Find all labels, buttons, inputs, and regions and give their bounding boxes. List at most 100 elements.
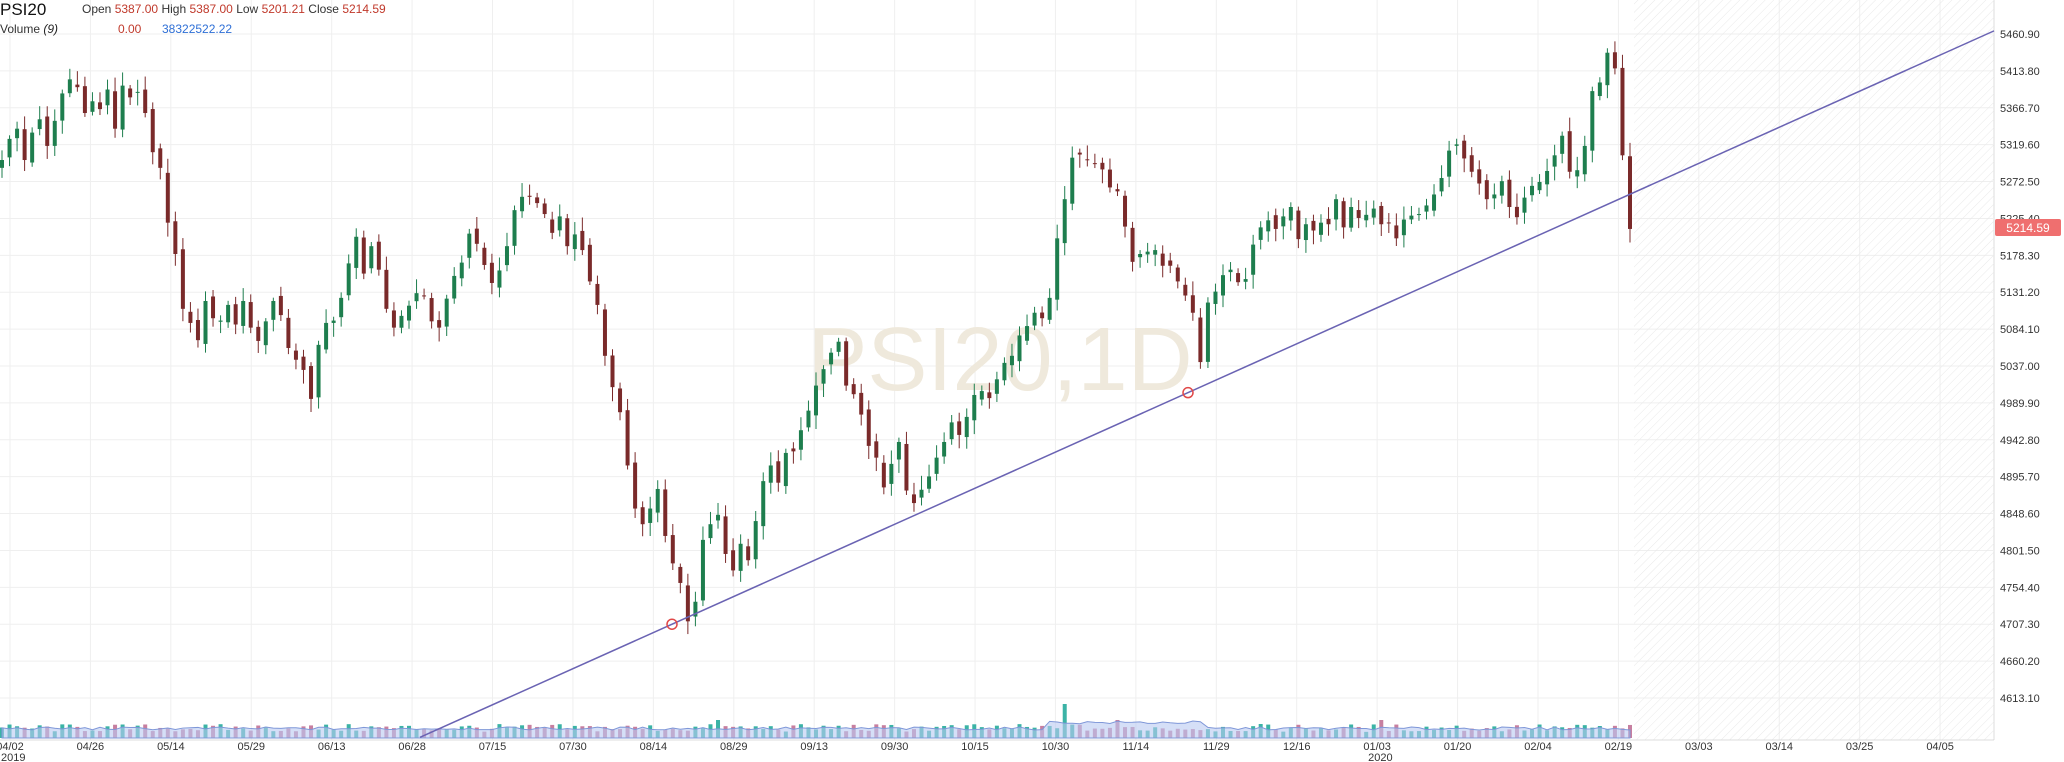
candle-body bbox=[791, 448, 796, 452]
candle-body bbox=[512, 210, 517, 246]
candle-body bbox=[1077, 152, 1082, 155]
candle-body bbox=[1190, 295, 1195, 313]
x-tick-label: 01/20 bbox=[1444, 741, 1472, 753]
candle-body bbox=[97, 102, 102, 110]
candle-body bbox=[610, 355, 615, 388]
candle-body bbox=[1545, 170, 1550, 185]
candle-body bbox=[1334, 199, 1339, 220]
candle-body bbox=[248, 302, 253, 328]
candle-body bbox=[504, 246, 509, 266]
candle-body bbox=[535, 197, 540, 204]
x-tick-label: 10/15 bbox=[961, 741, 989, 753]
candle-body bbox=[429, 298, 434, 322]
y-tick-label: 5037.00 bbox=[2000, 361, 2040, 373]
candle-body bbox=[1258, 227, 1263, 240]
candle-body bbox=[1318, 222, 1323, 235]
candles[interactable] bbox=[0, 41, 1632, 635]
candle-body bbox=[1123, 195, 1128, 227]
x-tick-label: 03/25 bbox=[1846, 741, 1874, 753]
candle-body bbox=[1213, 291, 1218, 304]
candle-body bbox=[1130, 227, 1135, 262]
volume-bar bbox=[1062, 704, 1067, 738]
candle-body bbox=[309, 366, 314, 399]
candle-body bbox=[844, 341, 849, 386]
y-tick-label: 5319.60 bbox=[2000, 140, 2040, 152]
candle-body bbox=[218, 320, 223, 322]
candle-body bbox=[1620, 67, 1625, 156]
candle-body bbox=[1575, 170, 1580, 177]
candle-body bbox=[143, 89, 148, 114]
candle-body bbox=[1567, 131, 1572, 172]
candle-body bbox=[452, 275, 457, 299]
candle-body bbox=[753, 521, 758, 560]
candle-body bbox=[256, 326, 261, 341]
open-value: 5387.00 bbox=[114, 2, 159, 16]
candle-body bbox=[731, 550, 736, 571]
candle-body bbox=[520, 196, 525, 212]
candle-body bbox=[226, 304, 231, 323]
candle-body bbox=[113, 91, 118, 129]
candle-body bbox=[994, 379, 999, 394]
candle-body bbox=[670, 535, 675, 564]
y-tick-label: 4801.50 bbox=[2000, 545, 2040, 557]
candle-body bbox=[1160, 253, 1165, 266]
symbol-name[interactable]: PSI20 bbox=[0, 0, 47, 19]
trendline[interactable] bbox=[419, 30, 1995, 739]
x-tick-label: 06/28 bbox=[398, 741, 426, 753]
candle-body bbox=[648, 508, 653, 523]
candle-body bbox=[565, 218, 570, 247]
candle-body bbox=[271, 300, 276, 320]
candle-body bbox=[836, 341, 841, 352]
candle-body bbox=[301, 356, 306, 370]
x-tick-label: 02/19 bbox=[1605, 741, 1633, 753]
price-axis[interactable]: 5460.905413.805366.705319.605272.505225.… bbox=[2000, 29, 2040, 705]
candle-body bbox=[1401, 219, 1406, 236]
candle-body bbox=[1205, 302, 1210, 362]
y-tick-label: 5460.90 bbox=[2000, 29, 2040, 41]
candle-body bbox=[1537, 181, 1542, 191]
candle-body bbox=[723, 516, 728, 554]
candle-body bbox=[618, 388, 623, 413]
candle-body bbox=[497, 270, 502, 288]
candle-body bbox=[376, 241, 381, 270]
candle-body bbox=[821, 369, 826, 384]
candle-body bbox=[1432, 194, 1437, 211]
candle-body bbox=[783, 452, 788, 487]
candle-body bbox=[459, 262, 464, 279]
candle-body bbox=[1168, 260, 1173, 266]
candle-body bbox=[1062, 199, 1067, 244]
candle-body bbox=[324, 322, 329, 350]
candle-body bbox=[1303, 224, 1308, 241]
candle-body bbox=[1379, 205, 1384, 225]
x-tick-label: 05/14 bbox=[157, 741, 185, 753]
candle-body bbox=[1409, 215, 1414, 220]
candle-body bbox=[407, 305, 411, 321]
x-tick-label: 07/15 bbox=[479, 741, 507, 753]
candle-body bbox=[128, 88, 133, 98]
time-axis[interactable]: 04/02 04/26 05/14 05/29 06/13 06/28 07/15 07/30… bbox=[0, 739, 1994, 762]
candle-body bbox=[188, 311, 193, 323]
candle-body bbox=[1017, 335, 1022, 362]
candle-body bbox=[1055, 238, 1060, 300]
candle-body bbox=[203, 300, 208, 344]
candle-body bbox=[700, 539, 705, 601]
candle-body bbox=[1424, 205, 1429, 212]
candle-body bbox=[580, 230, 585, 251]
volume-label: Volume bbox=[0, 22, 41, 36]
y-tick-label: 5131.20 bbox=[2000, 287, 2040, 299]
candle-body bbox=[1266, 220, 1271, 232]
candle-body bbox=[964, 416, 969, 438]
candle-body bbox=[633, 462, 638, 509]
candle-body bbox=[587, 244, 592, 282]
candle-body bbox=[15, 128, 20, 139]
candle-body bbox=[972, 394, 977, 421]
candle-body bbox=[1032, 312, 1037, 326]
candle-body bbox=[678, 566, 683, 583]
candle-body bbox=[550, 219, 555, 233]
candle-body bbox=[1447, 150, 1452, 177]
candle-body bbox=[1597, 82, 1602, 97]
trendline-anchor bbox=[1182, 386, 1194, 399]
candle-body bbox=[1153, 250, 1158, 255]
candle-body bbox=[957, 421, 962, 435]
